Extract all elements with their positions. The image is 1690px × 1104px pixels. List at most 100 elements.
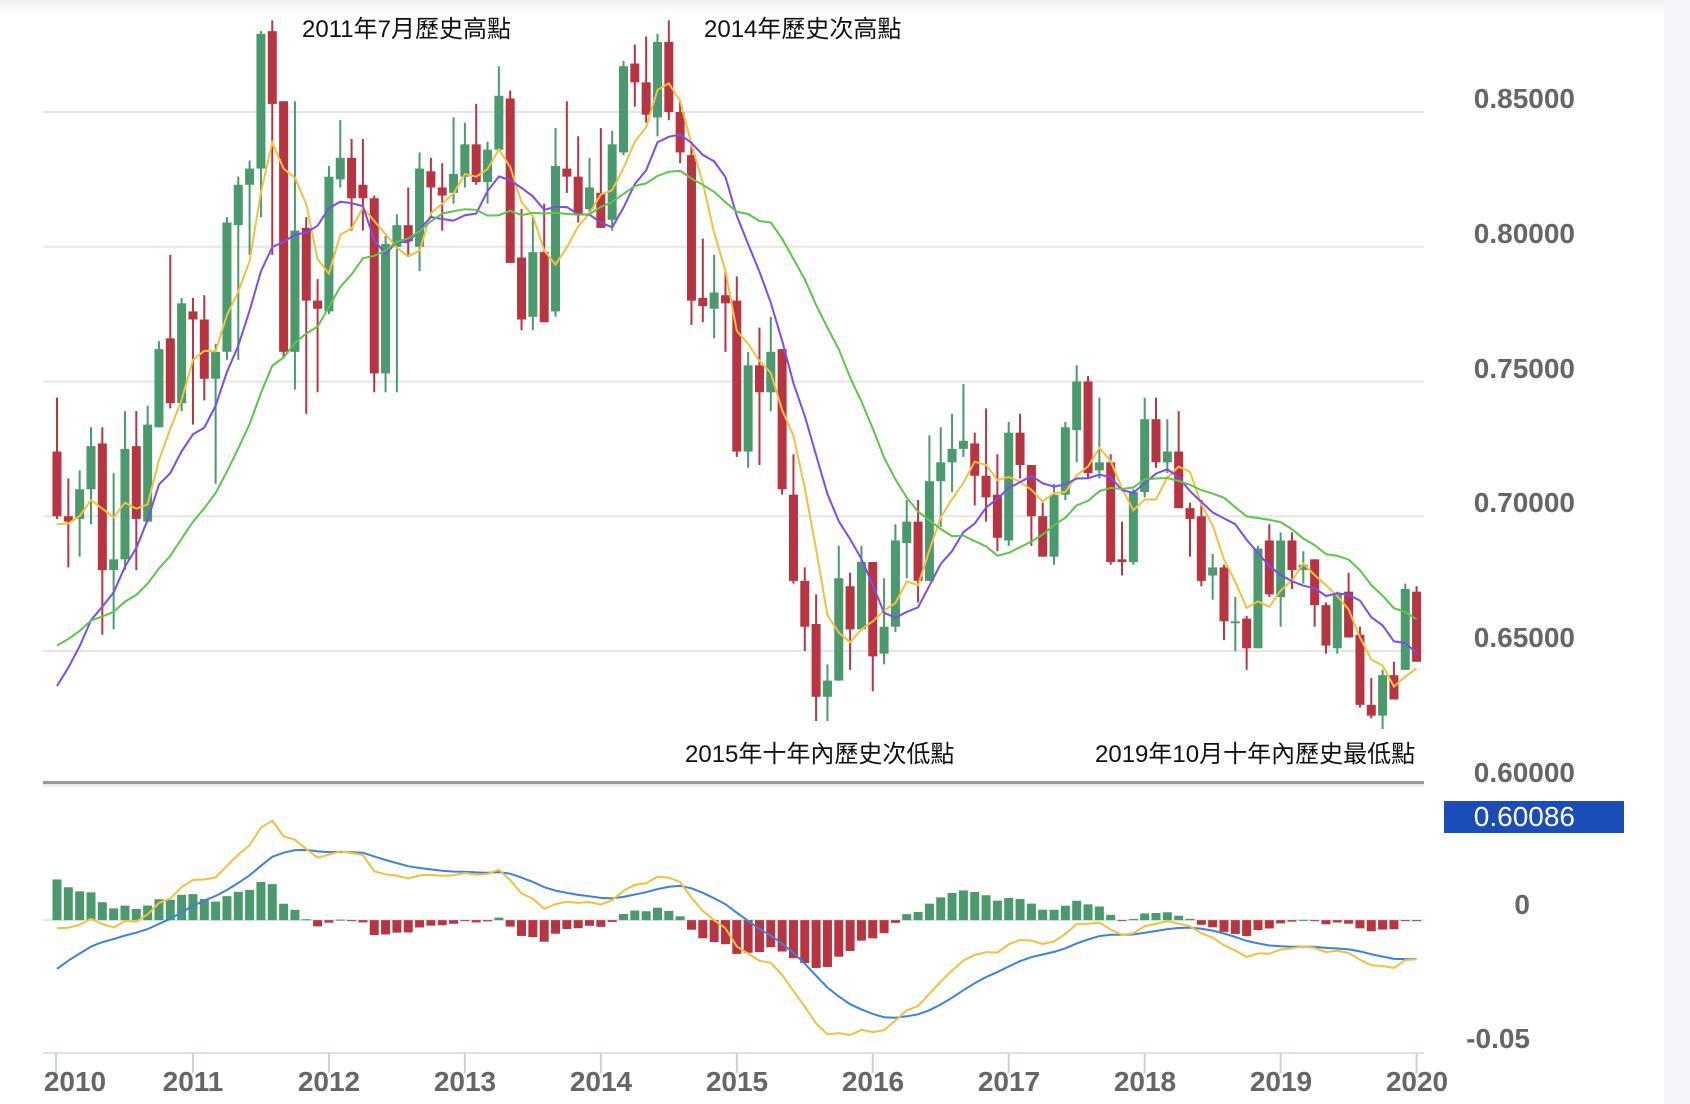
candle-body	[970, 443, 980, 476]
candle-body	[800, 580, 810, 627]
candle-body	[222, 222, 232, 352]
candle-down	[369, 195, 379, 393]
macd-histogram-bar	[1400, 920, 1410, 922]
candle-body	[1060, 427, 1070, 495]
candle-body	[233, 184, 243, 226]
candle-down	[165, 254, 175, 409]
candle-body	[1276, 540, 1286, 598]
macd-histogram-bar	[517, 920, 527, 936]
candle-body	[1378, 675, 1388, 716]
macd-histogram-bar	[630, 910, 640, 921]
x-tick-label: 2018	[1113, 1066, 1177, 1097]
macd-tick-label: 0	[1514, 889, 1530, 920]
candle-body	[256, 33, 266, 169]
candle-down	[279, 101, 289, 358]
macd-dea-line	[56, 848, 1417, 1019]
macd-histogram-bar	[154, 899, 164, 921]
macd-histogram-bar	[890, 920, 900, 923]
candle-body	[199, 319, 209, 379]
candle-down	[471, 103, 481, 185]
candle-body	[1128, 491, 1138, 563]
y-tick-label: 0.80000	[1473, 218, 1575, 249]
candle-body	[913, 521, 923, 581]
candle-body	[381, 244, 391, 374]
macd-histogram-bar	[822, 920, 832, 967]
moving-average-lines	[56, 82, 1418, 689]
candle-up	[75, 470, 85, 557]
macd-histogram-bar	[505, 920, 515, 927]
candle-up	[483, 141, 493, 204]
candle-body	[1242, 618, 1252, 649]
macd-histogram-bar	[1287, 920, 1297, 922]
candle-up	[834, 545, 844, 681]
x-tick-label: 2010	[43, 1066, 107, 1097]
candle-body	[517, 257, 527, 320]
macd-histogram-bar	[856, 920, 866, 941]
macd-histogram-bar	[415, 920, 425, 928]
macd-histogram-bar	[947, 892, 957, 921]
candle-up	[1208, 553, 1218, 600]
candle-body	[856, 562, 866, 630]
candle-down	[573, 136, 583, 223]
candle-up	[1128, 489, 1138, 565]
candle-down	[1355, 626, 1365, 708]
candle-down	[267, 20, 277, 255]
macd-histogram-bar	[686, 920, 696, 930]
candle-down	[1366, 677, 1376, 719]
candle-body	[698, 297, 708, 307]
candle-body	[52, 451, 62, 517]
candle-body	[845, 586, 855, 630]
candle-body	[245, 168, 255, 185]
candle-down	[1219, 564, 1229, 641]
candle-body	[313, 300, 323, 309]
candle-body	[1094, 462, 1104, 471]
macd-histogram-bar	[52, 879, 62, 921]
candle-down	[732, 276, 742, 457]
candle-body	[471, 144, 481, 183]
candle-up	[652, 33, 662, 137]
candle-body	[1185, 508, 1195, 519]
macd-histogram-bar	[1412, 920, 1422, 922]
candle-body	[1344, 591, 1354, 638]
candle-body	[686, 155, 696, 301]
candle-body	[1004, 432, 1014, 541]
macd-histogram-bar	[211, 901, 221, 921]
macd-histogram-bar	[131, 909, 141, 921]
ma20-line	[56, 169, 1418, 647]
candle-body	[188, 311, 198, 320]
macd-dif-line	[56, 819, 1417, 1037]
macd-histogram-bar	[992, 900, 1002, 921]
candle-body	[1208, 567, 1218, 576]
x-tick-label: 2013	[433, 1066, 497, 1097]
cursor-price-tag: 0.60086	[1444, 801, 1624, 833]
x-tick-label: 2014	[569, 1066, 633, 1097]
candle-up	[1004, 421, 1014, 546]
candle-body	[754, 365, 764, 393]
candle-up	[1162, 419, 1172, 474]
candle-body	[494, 95, 504, 150]
candle-up	[879, 578, 889, 665]
macd-histogram-bar	[709, 920, 719, 943]
candle-down	[800, 567, 810, 651]
candle-up	[154, 341, 164, 428]
candle-body	[392, 225, 402, 247]
macd-histogram-bar	[619, 913, 628, 921]
candle-body	[301, 227, 311, 301]
candle-body	[1400, 588, 1410, 670]
right-side-panel	[1664, 0, 1690, 1104]
macd-panel	[52, 819, 1422, 1037]
macd-histogram-bar	[143, 905, 153, 921]
macd-tick-label: -0.05	[1466, 1023, 1530, 1054]
candle-up	[1094, 397, 1104, 479]
annotation-2011-high: 2011年7月歷史高點	[302, 16, 511, 43]
candle-down	[868, 562, 878, 692]
candle-body	[165, 338, 175, 404]
macd-histogram-bar	[641, 911, 651, 921]
candle-down	[1038, 502, 1048, 557]
macd-histogram-bar	[222, 896, 232, 921]
candle-down	[517, 209, 527, 331]
macd-histogram-bar	[868, 920, 878, 939]
candle-body	[573, 176, 583, 215]
candle-down	[1264, 524, 1274, 598]
